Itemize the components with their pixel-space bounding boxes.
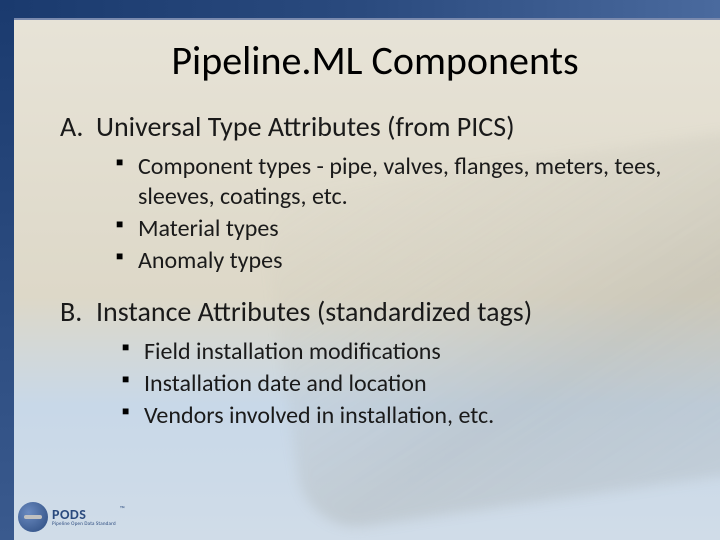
logo-sub-text: Pipeline Open Data Standard: [52, 522, 116, 527]
list-item: Component types - pipe, valves, flanges,…: [116, 152, 690, 212]
section-letter-a: A.: [60, 109, 86, 144]
section-a-text: Universal Type Attributes (from PICS): [96, 109, 515, 144]
list-item: Field installation modifications: [122, 337, 690, 367]
section-a-bullets: Component types - pipe, valves, flanges,…: [116, 152, 690, 276]
section-letter-b: B.: [60, 294, 86, 329]
header-bar: [0, 0, 720, 18]
section-b-heading: B. Instance Attributes (standardized tag…: [60, 294, 690, 329]
slide-content: Pipeline.ML Components A. Universal Type…: [0, 0, 720, 469]
logo-trademark: ™: [120, 504, 125, 513]
pods-logo-text: PODS Pipeline Open Data Standard: [52, 508, 116, 527]
header-underline: [0, 18, 720, 20]
pods-logo-icon: [18, 502, 48, 532]
list-item: Installation date and location: [122, 369, 690, 399]
list-item: Vendors involved in installation, etc.: [122, 401, 690, 431]
pods-logo: PODS Pipeline Open Data Standard ™: [18, 502, 125, 532]
slide-title: Pipeline.ML Components: [60, 36, 690, 85]
section-a-heading: A. Universal Type Attributes (from PICS): [60, 109, 690, 144]
section-b-text: Instance Attributes (standardized tags): [96, 294, 532, 329]
list-item: Anomaly types: [116, 246, 690, 276]
side-strip: [0, 0, 14, 540]
section-b-bullets: Field installation modifications Install…: [122, 337, 690, 431]
list-item: Material types: [116, 214, 690, 244]
logo-main-text: PODS: [52, 508, 116, 522]
